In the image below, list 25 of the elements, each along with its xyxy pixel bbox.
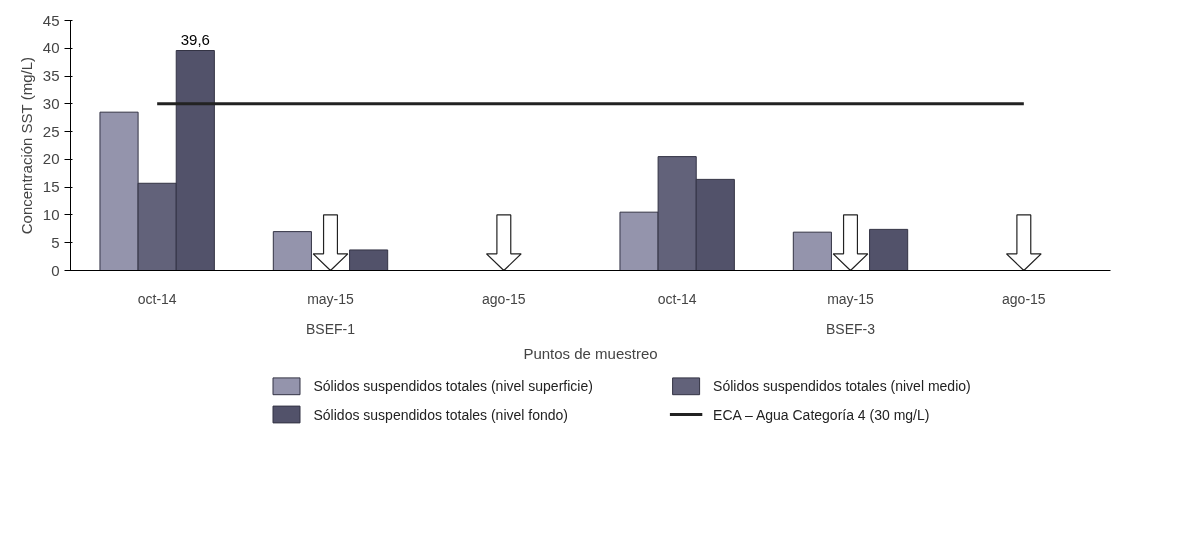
- y-tick-label: 15: [42, 178, 60, 196]
- y-tick-label: 40: [42, 39, 60, 57]
- data-label: 39,6: [180, 30, 210, 48]
- x-tick-label: oct-14: [137, 290, 177, 307]
- x-tick-label: may-15: [307, 290, 355, 307]
- legend-label: Sólidos suspendidos totales (nivel superficie): [313, 378, 593, 395]
- y-axis-title: Concentración SST (mg/L): [17, 56, 35, 235]
- x-tick-label: ago-15: [1002, 290, 1046, 307]
- y-tick-label: 0: [51, 261, 60, 279]
- x-tick-label: ago-15: [482, 290, 526, 307]
- text: BSEF-3: [825, 320, 876, 337]
- text: BSEF-1: [305, 320, 356, 337]
- y-tick-label: 35: [42, 67, 60, 85]
- legend-label: Sólidos suspendidos totales (nivel medio): [713, 378, 971, 395]
- y-tick-label: 10: [42, 205, 60, 223]
- y-tick-label: 5: [51, 233, 60, 251]
- x-tick-label: may-15: [827, 290, 875, 307]
- legend-label: Sólidos suspendidos totales (nivel fondo): [313, 406, 568, 423]
- x-tick-label: oct-14: [657, 290, 697, 307]
- x-axis-title: Puntos de muestreo: [523, 344, 658, 362]
- legend-label: ECA – Agua Categoría 4 (30 mg/L): [713, 406, 930, 423]
- y-tick-label: 25: [42, 122, 60, 140]
- y-tick-label: 30: [42, 94, 60, 112]
- y-tick-label: 20: [42, 150, 60, 168]
- y-tick-label: 45: [42, 11, 60, 29]
